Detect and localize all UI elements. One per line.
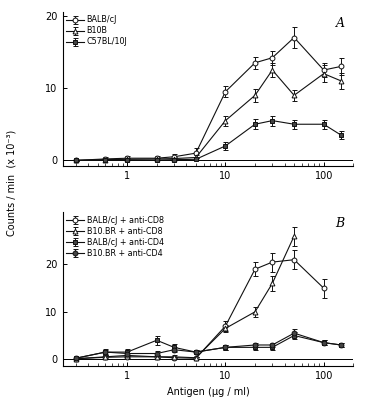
Legend: BALB/cJ + anti-CD8, B10.BR + anti-CD8, BALB/cJ + anti-CD4, B10.BR + anti-CD4: BALB/cJ + anti-CD8, B10.BR + anti-CD8, B… <box>65 215 164 258</box>
Text: B: B <box>336 217 344 230</box>
Text: A: A <box>336 17 344 30</box>
Legend: BALB/cJ, B10B, C57BL/10J: BALB/cJ, B10B, C57BL/10J <box>65 15 128 47</box>
Text: Counts / min  (x 10⁻³): Counts / min (x 10⁻³) <box>6 130 16 236</box>
X-axis label: Antigen (μg / ml): Antigen (μg / ml) <box>167 387 249 397</box>
